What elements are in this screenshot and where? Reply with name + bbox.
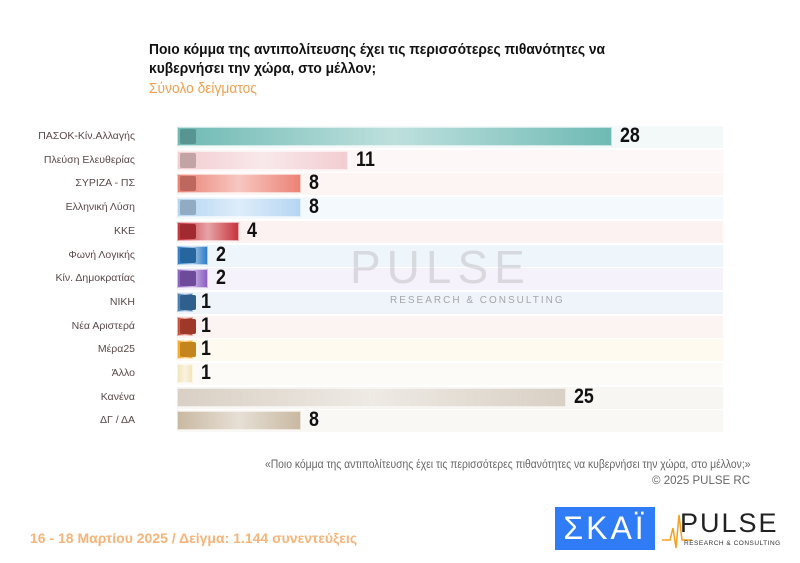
bar-row: Άλλο 1 [0, 361, 800, 385]
copyright: © 2025 PULSE RC [652, 475, 750, 487]
bar-row: ΠΑΣΟΚ-Κίν.Αλλαγής 28 [0, 124, 800, 148]
row-background [177, 244, 723, 267]
bar-row: ΝΙΚΗ 1 [0, 289, 800, 314]
bar [177, 198, 302, 218]
row-background [177, 197, 723, 220]
category-label: Φωνή Λογικής [68, 248, 135, 261]
bar-row: Ελληνική Λύση 8 [0, 195, 800, 220]
value-label: 1 [201, 337, 211, 361]
row-background [177, 173, 723, 196]
bar [177, 411, 302, 431]
bar [177, 387, 566, 407]
chart-title: Ποιο κόμμα της αντιπολίτευσης έχει τις π… [149, 41, 606, 77]
value-label: 8 [309, 171, 320, 195]
party-logo-icon [180, 294, 196, 310]
category-label: ΠΑΣΟΚ-Κίν.Αλλαγής [38, 130, 135, 142]
category-label: Πλεύση Ελευθερίας [43, 153, 135, 166]
party-logo-icon [180, 247, 196, 263]
party-logo-icon [180, 152, 196, 168]
row-background [177, 339, 723, 362]
bar [177, 174, 302, 194]
party-logo-icon [180, 200, 196, 216]
value-label: 2 [216, 242, 227, 266]
party-logo-icon [180, 271, 196, 287]
value-label: 4 [247, 218, 258, 242]
bar [177, 150, 349, 170]
row-background [177, 315, 723, 338]
category-label: Νέα Αριστερά [71, 319, 135, 332]
bar-row: ΚΚΕ 4 [0, 218, 800, 243]
bar-row: Νέα Αριστερά 1 [0, 313, 800, 338]
bar-row: Κίν. Δημοκρατίας 2 [0, 266, 800, 291]
pulse-logo-sub: RESEARCH & CONSULTING [684, 540, 781, 547]
chart-subtitle: Σύνολο δείγματος [149, 80, 257, 97]
bar-row: Κανένα 25 [0, 384, 800, 409]
row-background [177, 220, 723, 243]
party-logo-icon [180, 223, 196, 239]
category-label: ΣΥΡΙΖΑ - ΠΣ [75, 177, 135, 190]
row-background [177, 291, 723, 314]
bar [177, 127, 613, 146]
category-label: Μέρα25 [97, 343, 135, 356]
value-label: 8 [309, 195, 320, 219]
bar-row: ΔΓ / ΔΑ 8 [0, 408, 800, 433]
value-label: 11 [356, 147, 375, 171]
bar [177, 364, 193, 383]
party-logo-icon [180, 318, 196, 334]
pulse-wave-icon [662, 514, 692, 549]
row-background [177, 363, 723, 385]
category-label: ΝΙΚΗ [109, 295, 135, 308]
date-sample: 16 - 18 Μαρτίου 2025 / Δείγμα: 1.144 συν… [30, 530, 358, 546]
value-label: 2 [216, 266, 227, 290]
bar-row: Μέρα25 1 [0, 337, 800, 362]
value-label: 28 [620, 124, 641, 147]
category-label: Κίν. Δημοκρατίας [55, 272, 136, 285]
value-label: 1 [201, 289, 211, 313]
party-logo-icon [180, 176, 196, 192]
party-logo-icon [180, 129, 196, 144]
category-label: Κανένα [100, 390, 135, 403]
row-background [177, 268, 723, 291]
category-label: ΔΓ / ΔΑ [100, 414, 135, 427]
value-label: 8 [309, 408, 320, 432]
category-label: Άλλο [111, 367, 135, 379]
value-label: 1 [201, 313, 211, 337]
party-logo-icon [180, 342, 196, 358]
pulse-logo: PULSE [680, 508, 779, 538]
bar-row: Πλεύση Ελευθερίας 11 [0, 147, 800, 172]
skai-logo: ΣΚΑΪ [555, 507, 655, 550]
value-label: 1 [201, 361, 211, 384]
row-background [177, 410, 723, 433]
value-label: 25 [573, 384, 594, 408]
bar-row: ΣΥΡΙΖΑ - ΠΣ 8 [0, 171, 800, 196]
footer-question: «Ποιο κόμμα της αντιπολίτευσης έχει τις … [264, 459, 750, 471]
bar-row: Φωνή Λογικής 2 [0, 242, 800, 267]
category-label: ΚΚΕ [113, 224, 135, 237]
category-label: Ελληνική Λύση [65, 201, 135, 214]
